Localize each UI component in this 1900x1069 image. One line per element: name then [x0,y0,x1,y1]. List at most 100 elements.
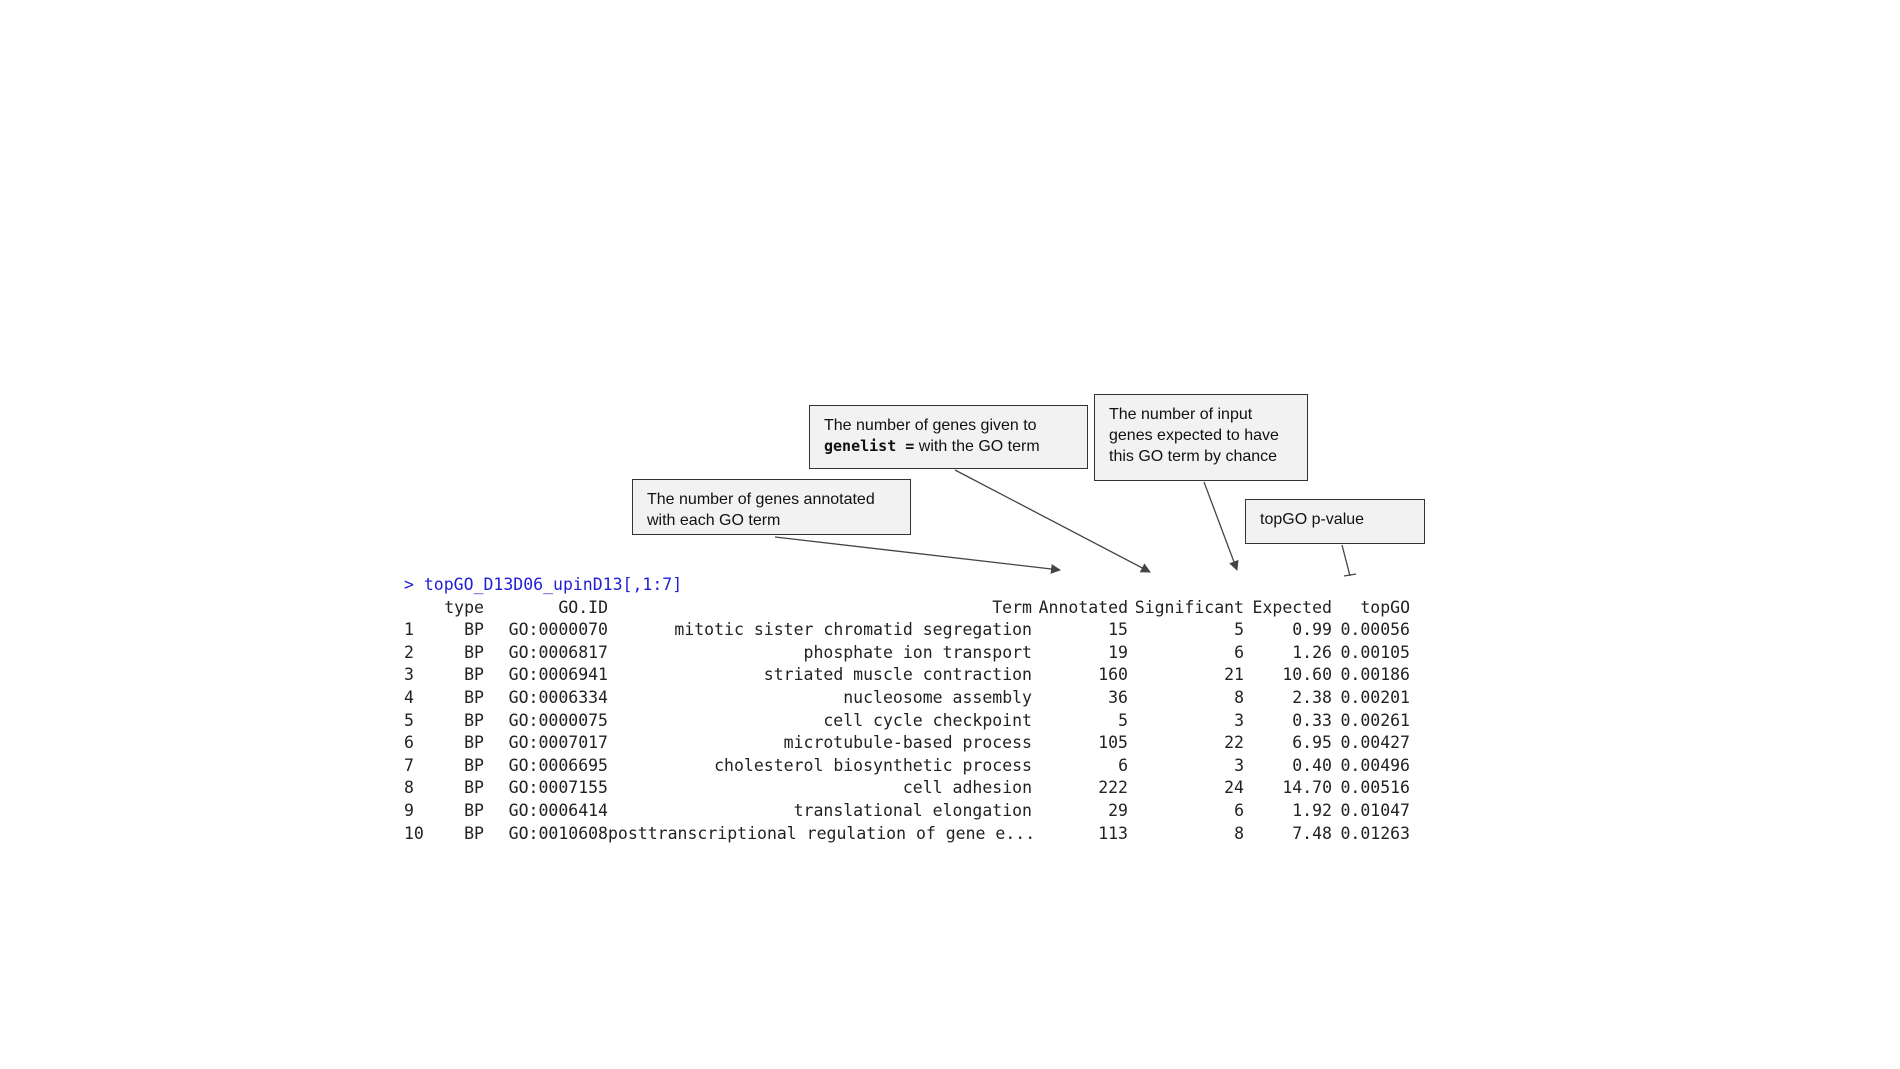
row-expected: 1.92 [1292,800,1332,820]
row-expected: 0.33 [1292,710,1332,730]
row-annotated: 160 [1098,665,1128,685]
row-go-id: GO:0006334 [508,687,608,707]
r-console-output: > topGO_D13D06_upinD13[,1:7] type GO.ID Te… [404,574,1410,845]
row-term: cholesterol biosynthetic process [714,755,1032,775]
row-term: posttranscriptional regulation of gene e… [608,823,1036,843]
callout-annotated-line-2: with each GO term [647,512,781,529]
row-expected: 6.95 [1292,733,1332,753]
row-term: phosphate ion transport [803,642,1032,662]
row-go-id: GO:0006817 [508,642,608,662]
row-go-id: GO:0010608 [508,823,608,843]
row-expected: 14.70 [1282,778,1332,798]
row-significant: 3 [1234,755,1244,775]
arrow-topgo [1341,544,1351,577]
row-annotated: 19 [1108,642,1128,662]
callout-significant-code: genelist = [824,437,915,455]
header-expected: Expected [1252,597,1332,617]
header-term: Term [992,597,1032,617]
callout-topgo-line-1: topGO p-value [1260,511,1365,528]
row-annotated: 15 [1108,620,1128,640]
row-index: 7 [404,755,414,775]
row-annotated: 5 [1118,710,1128,730]
row-index: 3 [404,665,414,685]
row-significant: 21 [1224,665,1244,685]
row-index: 2 [404,642,414,662]
row-go-id: GO:0000075 [508,710,608,730]
header-type: type [444,597,484,617]
table-row: 2 BP GO:0006817 phosphate ion transport 19 6 1… [404,642,1410,665]
row-significant: 3 [1234,710,1244,730]
row-term: striated muscle contraction [763,665,1032,685]
row-annotated: 222 [1098,778,1128,798]
callout-significant-line-2: genelist = with the GO term [824,436,1073,457]
callout-significant: The number of genes given to genelist = … [809,405,1088,469]
callout-expected-line-2: genes expected to have [1109,427,1279,444]
row-significant: 8 [1234,823,1244,843]
row-expected: 7.48 [1292,823,1332,843]
row-type: BP [464,733,484,753]
console-prompt: > topGO_D13D06_upinD13[,1:7] [404,575,683,594]
row-index: 6 [404,733,414,753]
table-row: 10 BP GO:0010608posttranscriptional regula… [404,823,1410,846]
row-term: microtubule-based process [783,733,1032,753]
row-topgo: 0.00056 [1340,620,1410,640]
row-topgo: 0.01047 [1340,800,1410,820]
row-go-id: GO:0000070 [508,620,608,640]
header-go-id: GO.ID [558,597,608,617]
callout-annotated: The number of genes annotated with each … [632,479,911,535]
row-expected: 2.38 [1292,687,1332,707]
row-significant: 22 [1224,733,1244,753]
row-type: BP [464,665,484,685]
arrow-significant [954,469,1151,573]
row-go-id: GO:0006414 [508,800,608,820]
row-expected: 0.40 [1292,755,1332,775]
row-index: 8 [404,778,414,798]
row-term: mitotic sister chromatid segregation [674,620,1032,640]
callout-annotated-line-1: The number of genes annotated [647,491,875,508]
row-topgo: 0.00496 [1340,755,1410,775]
row-topgo: 0.00186 [1340,665,1410,685]
row-topgo: 0.00105 [1340,642,1410,662]
row-expected: 0.99 [1292,620,1332,640]
row-term: cell adhesion [902,778,1032,798]
row-term: cell cycle checkpoint [823,710,1032,730]
table-row: 7 BP GO:0006695 cholesterol biosynthetic pr… [404,755,1410,778]
arrow-expected [1203,481,1239,571]
row-index: 4 [404,687,414,707]
row-significant: 24 [1224,778,1244,798]
callout-significant-line-2-rest: with the GO term [914,438,1040,455]
row-annotated: 36 [1108,687,1128,707]
row-go-id: GO:0006941 [508,665,608,685]
callout-expected-line-3: this GO term by chance [1109,448,1278,465]
row-expected: 10.60 [1282,665,1332,685]
row-topgo: 0.00201 [1340,687,1410,707]
row-significant: 8 [1234,687,1244,707]
row-go-id: GO:0007155 [508,778,608,798]
row-type: BP [464,710,484,730]
row-type: BP [464,778,484,798]
table-row: 9 BP GO:0006414 translational elongation 29 6… [404,800,1410,823]
row-topgo: 0.00516 [1340,778,1410,798]
row-type: BP [464,755,484,775]
row-index: 9 [404,800,414,820]
row-topgo: 0.00261 [1340,710,1410,730]
table-row: 8 BP GO:0007155 cell adhesion 222 24 14.70 0.00… [404,777,1410,800]
row-topgo: 0.01263 [1340,823,1410,843]
row-index: 10 [404,823,424,843]
row-topgo: 0.00427 [1340,733,1410,753]
table-row: 4 BP GO:0006334 nucleosome assembly 36 8 2.38 0… [404,687,1410,710]
row-significant: 6 [1234,642,1244,662]
header-significant: Significant [1134,597,1244,617]
table-header-row: type GO.ID Term Annotated Significant Expecte… [404,597,1410,620]
table-body: 1 BP GO:0000070 mitotic sister chromatid se… [404,619,1410,845]
row-annotated: 113 [1098,823,1128,843]
row-term: translational elongation [793,800,1032,820]
row-go-id: GO:0007017 [508,733,608,753]
row-index: 5 [404,710,414,730]
row-expected: 1.26 [1292,642,1332,662]
callout-expected-line-1: The number of input [1109,406,1253,423]
table-row: 6 BP GO:0007017 microtubule-based process 10… [404,732,1410,755]
row-annotated: 29 [1108,800,1128,820]
row-type: BP [464,687,484,707]
